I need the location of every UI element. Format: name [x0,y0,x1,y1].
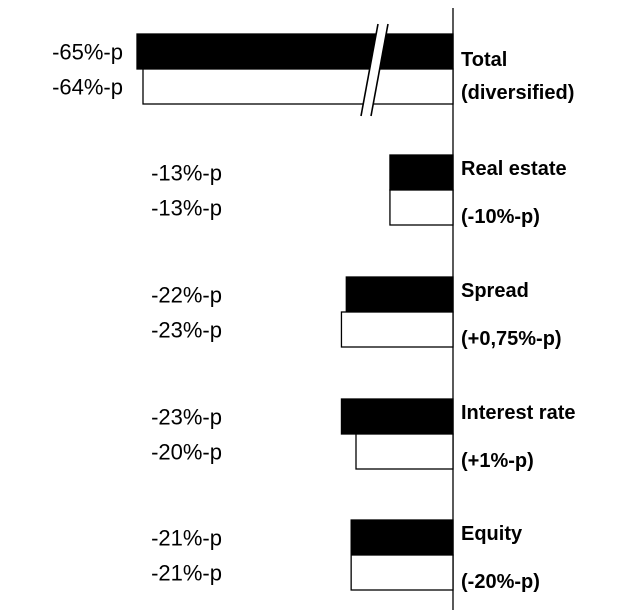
bar-0-series-0 [136,33,454,70]
axis-break-mark-right [370,23,389,117]
axis-break-mark-left [360,23,379,117]
bar-2-series-0 [345,276,454,313]
value-label-0-0: -65%-p [52,40,123,65]
category-label-0-line-1: Total [461,49,507,71]
bar-4-series-0 [350,519,454,556]
bar-2-series-1 [340,311,454,348]
category-label-3-line-2: (+1%-p) [461,450,534,472]
category-label-1-line-1: Real estate [461,158,567,180]
category-label-2-line-1: Spread [461,280,529,302]
bar-1-series-1 [389,189,454,226]
category-label-3-line-1: Interest rate [461,402,576,424]
category-label-0-line-2: (diversified) [461,82,574,104]
chart-marks: -65%-p -64%-p Total (diversified) -13%-p -13%… [52,23,576,593]
bar-1-series-0 [389,154,454,191]
bar-3-series-1 [355,433,454,470]
bar-4-series-1 [350,554,454,591]
bar-0-series-1 [142,68,454,105]
value-label-2-0: -22%-p [151,283,222,308]
value-label-3-1: -20%-p [151,440,222,465]
bar-3-series-0 [340,398,454,435]
value-label-4-0: -21%-p [151,526,222,551]
value-label-3-0: -23%-p [151,405,222,430]
category-label-4-line-1: Equity [461,523,523,545]
category-label-1-line-2: (-10%-p) [461,206,540,228]
axis-break-gap [361,24,388,116]
category-label-4-line-2: (-20%-p) [461,571,540,593]
value-label-2-1: -23%-p [151,318,222,343]
value-label-4-1: -21%-p [151,561,222,586]
category-label-2-line-2: (+0,75%-p) [461,328,562,350]
value-label-1-0: -13%-p [151,161,222,186]
value-label-0-1: -64%-p [52,75,123,100]
value-label-1-1: -13%-p [151,196,222,221]
